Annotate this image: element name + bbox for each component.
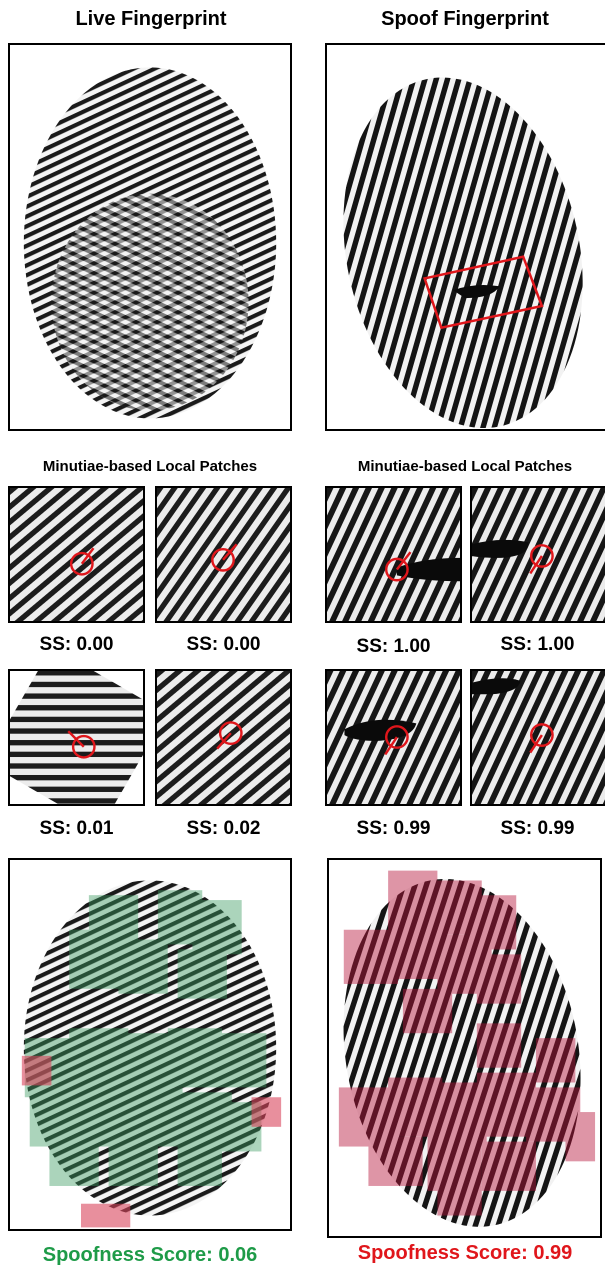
minutia-marker	[211, 547, 235, 572]
spoof-patch-4	[470, 669, 605, 806]
minutia-marker	[385, 725, 409, 749]
spoof-patch-1	[325, 486, 462, 623]
live-fingerprint-image	[8, 43, 292, 431]
minutia-marker	[69, 551, 94, 576]
live-spoofness-score: Spoofness Score: 0.06	[42, 1244, 258, 1266]
spoof-region-highlight	[422, 255, 544, 330]
spoof-fingerprint-image	[325, 43, 605, 431]
live-ss-2: SS: 0.00	[186, 634, 261, 655]
live-patch-4	[155, 669, 292, 806]
minutia-marker	[530, 544, 554, 568]
live-spoofness-heatmap	[8, 858, 292, 1231]
live-ss-3: SS: 0.01	[39, 818, 114, 839]
live-patch-2	[155, 486, 292, 623]
live-patch-1	[8, 486, 145, 623]
spoof-spoofness-score: Spoofness Score: 0.99	[357, 1242, 573, 1264]
spoof-patches-label: Minutiae-based Local Patches	[357, 458, 573, 475]
minutia-marker	[530, 723, 554, 747]
spoof-ss-4: SS: 0.99	[500, 818, 575, 839]
spoof-fingerprint-title: Spoof Fingerprint	[381, 8, 549, 30]
spoof-patch-2	[470, 486, 605, 623]
live-ss-1: SS: 0.00	[39, 634, 114, 655]
minutia-marker	[218, 721, 243, 746]
spoof-spoofness-heatmap	[327, 858, 602, 1238]
live-ss-4: SS: 0.02	[186, 818, 261, 839]
spoof-patch-3	[325, 669, 462, 806]
minutia-marker	[385, 557, 409, 582]
spoof-ss-2: SS: 1.00	[500, 634, 575, 655]
live-patch-3	[8, 669, 145, 806]
live-patches-label: Minutiae-based Local Patches	[42, 458, 258, 475]
live-fingerprint-graphic	[23, 67, 277, 419]
spoof-heatmap-graphic	[338, 870, 596, 1227]
spoof-ss-3: SS: 0.99	[356, 818, 431, 839]
minutia-marker	[71, 734, 96, 759]
spoof-ss-1: SS: 1.00	[356, 636, 431, 657]
live-fingerprint-title: Live Fingerprint	[75, 8, 227, 30]
spoof-fingerprint-graphic	[343, 77, 583, 429]
live-heatmap-graphic	[21, 880, 282, 1228]
